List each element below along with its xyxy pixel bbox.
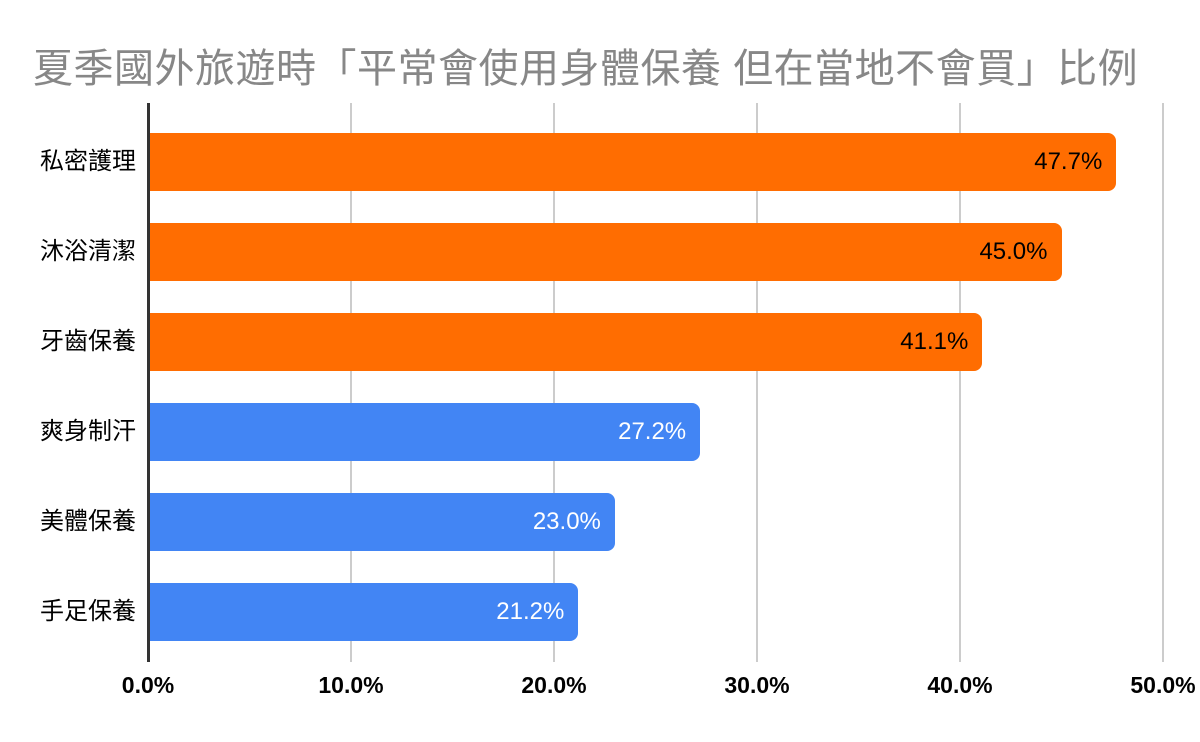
bar-手足保養: 21.2% [148,583,579,641]
y-axis-line [147,103,150,662]
x-tick-label-50.0%: 50.0% [1130,672,1196,698]
bar-value-label: 23.0% [532,508,601,535]
gridline-20 [553,103,555,662]
bar-value-label: 21.2% [496,598,565,625]
category-label-私密護理: 私密護理 [40,148,136,175]
bar-row: 41.1% [148,297,1163,387]
category-label-沐浴清潔: 沐浴清潔 [40,238,136,265]
bar-row: 47.7% [148,117,1163,207]
bars-container: 47.7% 45.0% 41.1% 27.2% 23.0% 21.2% [148,117,1163,657]
category-label-爽身制汗: 爽身制汗 [40,418,136,445]
plot-area: 47.7% 45.0% 41.1% 27.2% 23.0% 21.2% [147,103,1164,662]
gridline-30 [756,103,758,662]
category-label-美體保養: 美體保養 [40,508,136,535]
gridline-40 [959,103,961,662]
chart-title: 夏季國外旅遊時「平常會使用身體保養 但在當地不會買」比例 [33,47,1139,91]
bar-row: 23.0% [148,477,1163,567]
x-tick-label-10.0%: 10.0% [318,672,384,698]
bar-沐浴清潔: 45.0% [148,223,1062,281]
x-tick-label-0.0%: 0.0% [121,672,175,698]
bar-value-label: 27.2% [618,418,687,445]
bar-value-label: 41.1% [900,328,969,355]
bar-爽身制汗: 27.2% [148,403,701,461]
x-tick-label-30.0%: 30.0% [724,672,790,698]
bar-value-label: 47.7% [1034,148,1103,175]
bar-row: 27.2% [148,387,1163,477]
bar-value-label: 45.0% [979,238,1048,265]
category-label-牙齒保養: 牙齒保養 [40,328,136,355]
bar-row: 45.0% [148,207,1163,297]
category-axis-labels: 私密護理沐浴清潔牙齒保養爽身制汗美體保養手足保養 [0,117,136,657]
gridline-50 [1162,103,1164,662]
x-axis-tick-labels: 0.0% 10.0% 20.0% 30.0% 40.0% 50.0% [122,672,1196,702]
x-tick-label-20.0%: 20.0% [521,672,587,698]
bar-美體保養: 23.0% [148,493,615,551]
bar-row: 21.2% [148,567,1163,657]
category-label-手足保養: 手足保養 [40,598,136,625]
bar-私密護理: 47.7% [148,133,1117,191]
x-tick-label-40.0%: 40.0% [927,672,993,698]
bar-牙齒保養: 41.1% [148,313,983,371]
gridline-10 [350,103,352,662]
